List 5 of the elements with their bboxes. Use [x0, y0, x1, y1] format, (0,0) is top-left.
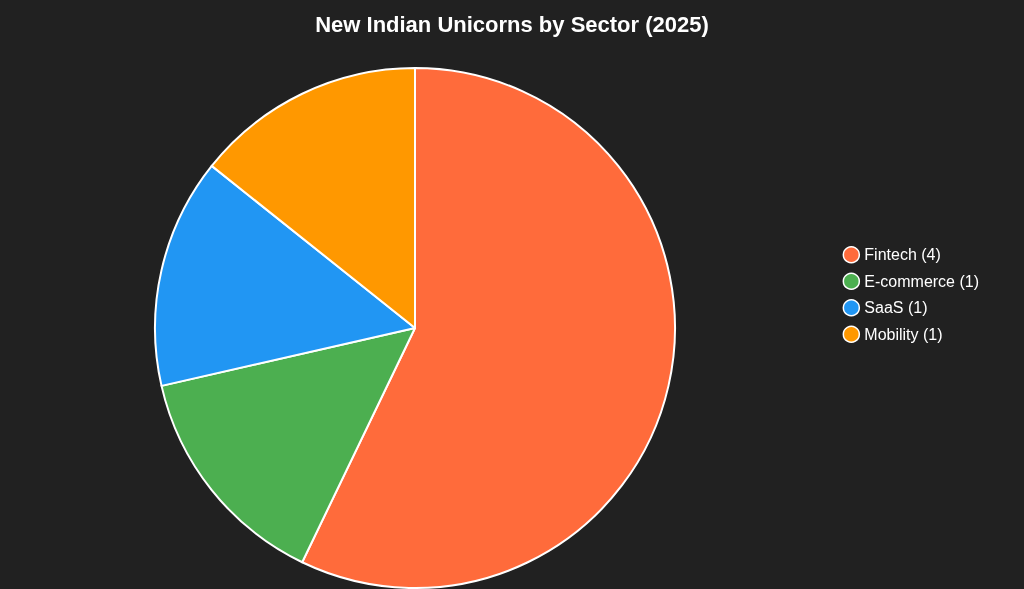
legend-label: Mobility (1) — [864, 325, 943, 343]
legend-label: E-commerce (1) — [864, 272, 980, 290]
legend-label: SaaS (1) — [864, 299, 928, 317]
legend-label: Fintech (4) — [864, 246, 941, 264]
chart-title: New Indian Unicorns by Sector (2025) — [315, 11, 709, 37]
